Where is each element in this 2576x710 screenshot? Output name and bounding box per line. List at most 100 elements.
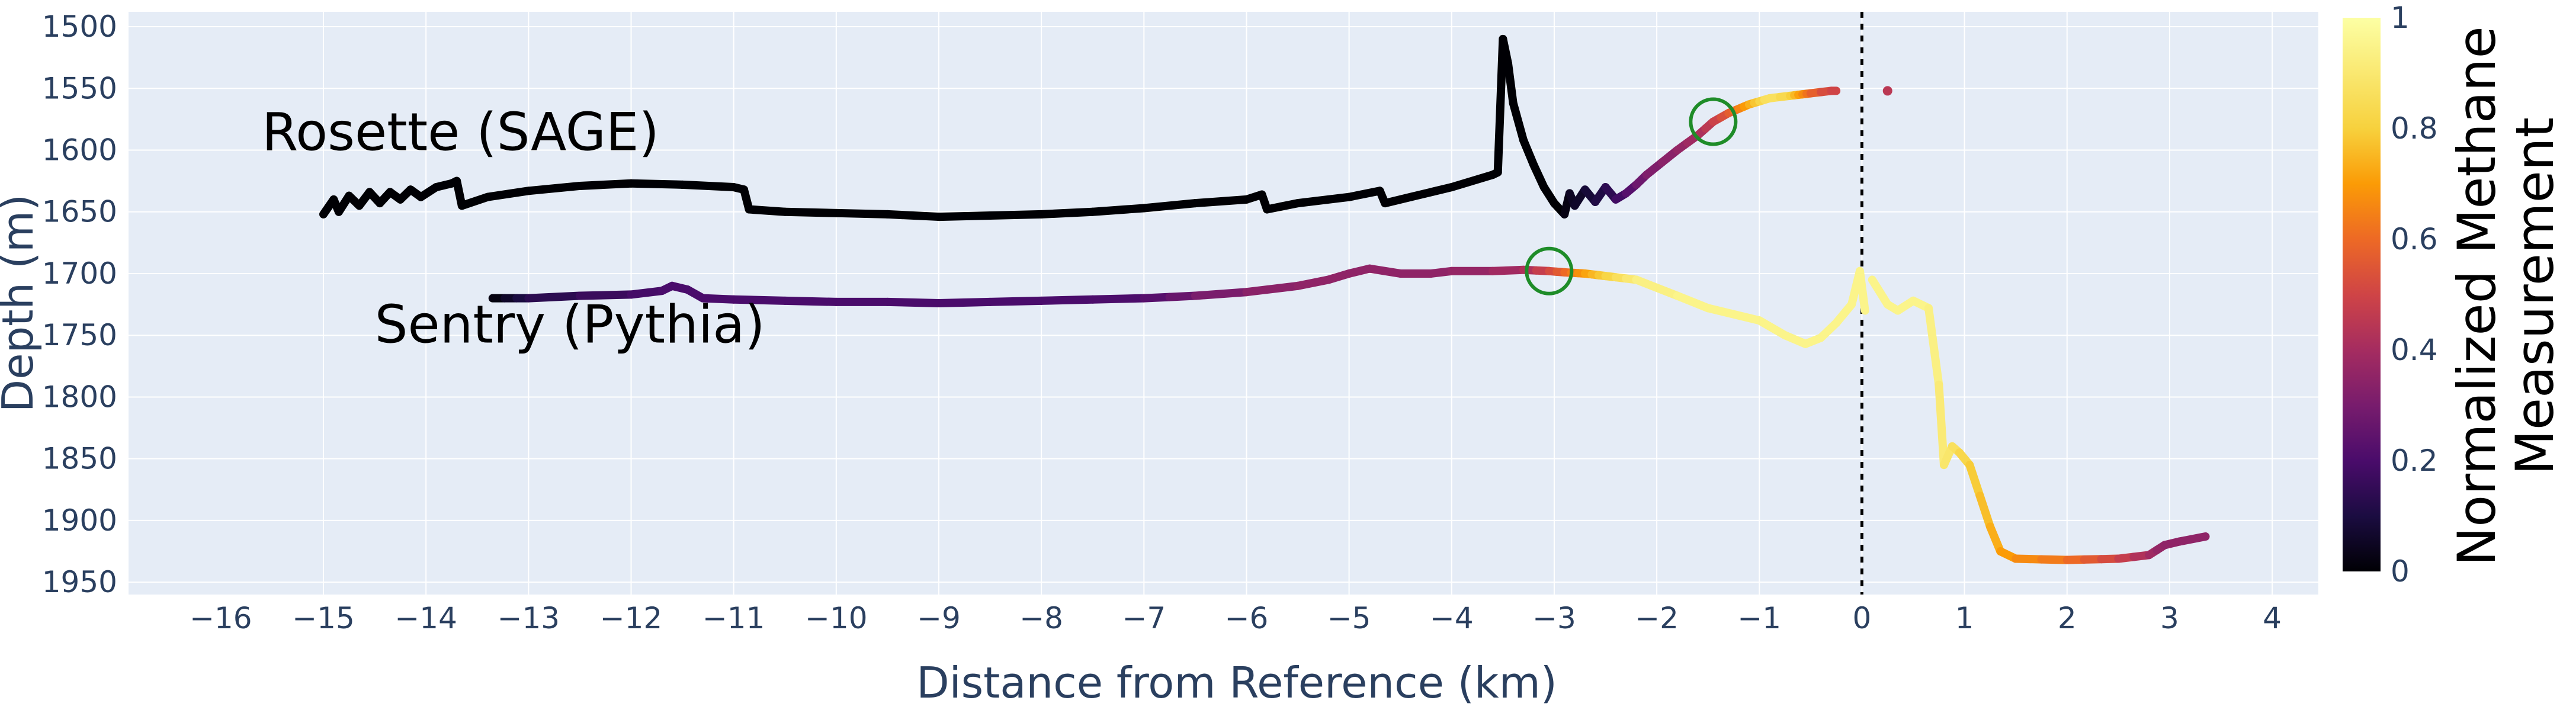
series-layer bbox=[319, 34, 2210, 564]
colorbar-ticks: 0 0.2 0.4 0.6 0.8 1 bbox=[2391, 1, 2438, 589]
series-segment bbox=[1935, 380, 1948, 470]
trace-annotations: Rosette (SAGE) Sentry (Pythia) bbox=[262, 101, 765, 355]
rosette-label: Rosette (SAGE) bbox=[262, 101, 659, 162]
y-tick-label: 1850 bbox=[42, 442, 117, 476]
series-segment bbox=[524, 181, 584, 195]
x-tick-label: 0 bbox=[1853, 601, 1872, 635]
series-segment bbox=[1924, 304, 1943, 389]
x-tick-label: −12 bbox=[600, 601, 663, 635]
y-tick-label: 1550 bbox=[42, 71, 117, 105]
plot-background bbox=[129, 12, 2318, 595]
series-segment bbox=[1037, 207, 1097, 219]
x-tick-label: −14 bbox=[394, 601, 457, 635]
colorbar-tick-label: 1 bbox=[2391, 1, 2410, 35]
series-segment bbox=[627, 287, 666, 299]
series-segment bbox=[1037, 295, 1097, 305]
y-tick-label: 1650 bbox=[42, 195, 117, 229]
series-segment bbox=[832, 208, 892, 219]
x-axis-title: Distance from Reference (km) bbox=[916, 658, 1557, 708]
rosette-trace bbox=[319, 34, 1841, 221]
x-tick-label: −6 bbox=[1225, 601, 1269, 635]
y-tick-label: 1950 bbox=[42, 565, 117, 599]
y-tick-label: 1600 bbox=[42, 133, 117, 167]
series-segment bbox=[1345, 187, 1384, 201]
x-tick-label: 2 bbox=[2058, 601, 2077, 635]
series-segment bbox=[1365, 264, 1405, 278]
y-axis-ticks: 1500 1550 1600 1650 1700 1750 1800 1850 1900 1950 bbox=[42, 9, 117, 599]
series-segment bbox=[457, 192, 492, 210]
series-segment bbox=[678, 180, 738, 192]
grid-lines bbox=[129, 12, 2318, 595]
series-segment bbox=[1704, 304, 1764, 325]
x-tick-label: 1 bbox=[1955, 601, 1974, 635]
series-segment bbox=[1088, 204, 1149, 216]
series-segment bbox=[729, 295, 790, 305]
colorbar-tick-label: 0.2 bbox=[2391, 444, 2438, 478]
colorbar-tick-label: 0.8 bbox=[2391, 111, 2438, 146]
y-tick-label: 1900 bbox=[42, 503, 117, 538]
y-tick-label: 1700 bbox=[42, 256, 117, 291]
series-segment bbox=[1381, 192, 1415, 208]
x-tick-label: −4 bbox=[1430, 601, 1474, 635]
x-tick-label: −5 bbox=[1327, 601, 1371, 635]
series-segment bbox=[1406, 183, 1456, 201]
colorbar-tick-label: 0.6 bbox=[2391, 222, 2438, 256]
y-tick-label: 1800 bbox=[42, 380, 117, 414]
series-segment bbox=[698, 294, 738, 304]
series-segment bbox=[2176, 532, 2210, 546]
x-tick-label: 3 bbox=[2160, 601, 2179, 635]
series-segment bbox=[781, 207, 841, 217]
colorbar-tick-label: 0.4 bbox=[2391, 333, 2438, 367]
series-segment bbox=[883, 210, 943, 221]
series-segment bbox=[1447, 171, 1497, 192]
series-segment bbox=[986, 296, 1046, 306]
x-tick-label: 4 bbox=[2263, 601, 2282, 635]
series-segment bbox=[1191, 195, 1251, 208]
series-segment bbox=[934, 297, 995, 307]
series-segment bbox=[1673, 291, 1712, 313]
x-tick-label: −16 bbox=[190, 601, 252, 635]
series-segment bbox=[483, 187, 533, 201]
x-axis-ticks: −16 −15 −14 −13 −12 −11 −10 −9 −8 −7 −6 −5 −4 −3 −2 −1 0… bbox=[190, 601, 2282, 635]
sentry-trace bbox=[488, 264, 1869, 348]
series-segment bbox=[1088, 294, 1149, 304]
x-tick-label: −3 bbox=[1532, 601, 1576, 635]
series-segment bbox=[1868, 275, 1892, 309]
series-segment bbox=[745, 205, 790, 216]
series-segment bbox=[1519, 136, 1538, 169]
colorbar-tick-label: 0 bbox=[2391, 554, 2410, 589]
y-axis-title: Depth (m) bbox=[0, 194, 43, 413]
series-segment bbox=[2012, 554, 2046, 564]
series-segment bbox=[1191, 288, 1251, 300]
series-segment bbox=[1242, 281, 1303, 297]
series-segment bbox=[1140, 199, 1199, 213]
series-segment bbox=[1965, 461, 1984, 500]
sentry-label: Sentry (Pythia) bbox=[375, 294, 765, 355]
series-segment bbox=[453, 176, 466, 210]
x-tick-label: −7 bbox=[1122, 601, 1166, 635]
series-segment bbox=[524, 291, 584, 303]
x-tick-label: −8 bbox=[1019, 601, 1063, 635]
series-segment bbox=[575, 179, 636, 190]
series-segment bbox=[1499, 34, 1513, 68]
sentry-trace-part2 bbox=[1868, 275, 2210, 564]
highlight-circle bbox=[1689, 97, 1738, 146]
x-tick-label: −9 bbox=[917, 601, 961, 635]
x-tick-label: −11 bbox=[702, 601, 765, 635]
series-segment bbox=[1755, 316, 1789, 340]
highlight-markers bbox=[1525, 97, 1738, 295]
series-segment bbox=[986, 210, 1046, 220]
isolated-point bbox=[1882, 86, 1892, 96]
series-segment bbox=[1140, 293, 1174, 303]
series-segment bbox=[1294, 275, 1333, 290]
series-segment bbox=[1855, 266, 1869, 315]
colorbar-title-line: Normalized Methane bbox=[2446, 26, 2507, 566]
series-segment bbox=[1504, 59, 1518, 108]
series-segment bbox=[627, 179, 687, 189]
series-segment bbox=[1975, 491, 1994, 531]
x-tick-label: −2 bbox=[1635, 601, 1679, 635]
series-segment bbox=[1489, 265, 1528, 275]
y-tick-label: 1500 bbox=[42, 9, 117, 44]
